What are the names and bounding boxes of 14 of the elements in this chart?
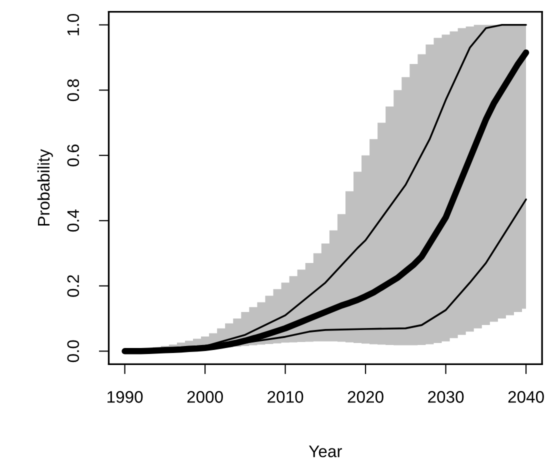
x-tick-label: 1990 xyxy=(108,391,143,403)
x-tick-label: 2040 xyxy=(508,391,544,403)
x-tick-label: 2030 xyxy=(428,391,464,403)
x-axis-title: Year xyxy=(308,446,342,458)
x-tick-label: 2020 xyxy=(348,391,384,403)
x-tick-label: 2010 xyxy=(268,391,304,403)
y-tick-label: 0.4 xyxy=(67,210,80,232)
y-tick-label: 0.2 xyxy=(67,275,80,297)
y-tick-label: 0.8 xyxy=(67,79,80,102)
y-tick-label: 0.6 xyxy=(67,144,80,166)
y-tick-label: 0.0 xyxy=(67,340,80,362)
x-tick-label: 2000 xyxy=(187,391,223,403)
y-axis-title: Probability xyxy=(37,149,53,226)
y-tick-label: 1.0 xyxy=(67,14,80,36)
